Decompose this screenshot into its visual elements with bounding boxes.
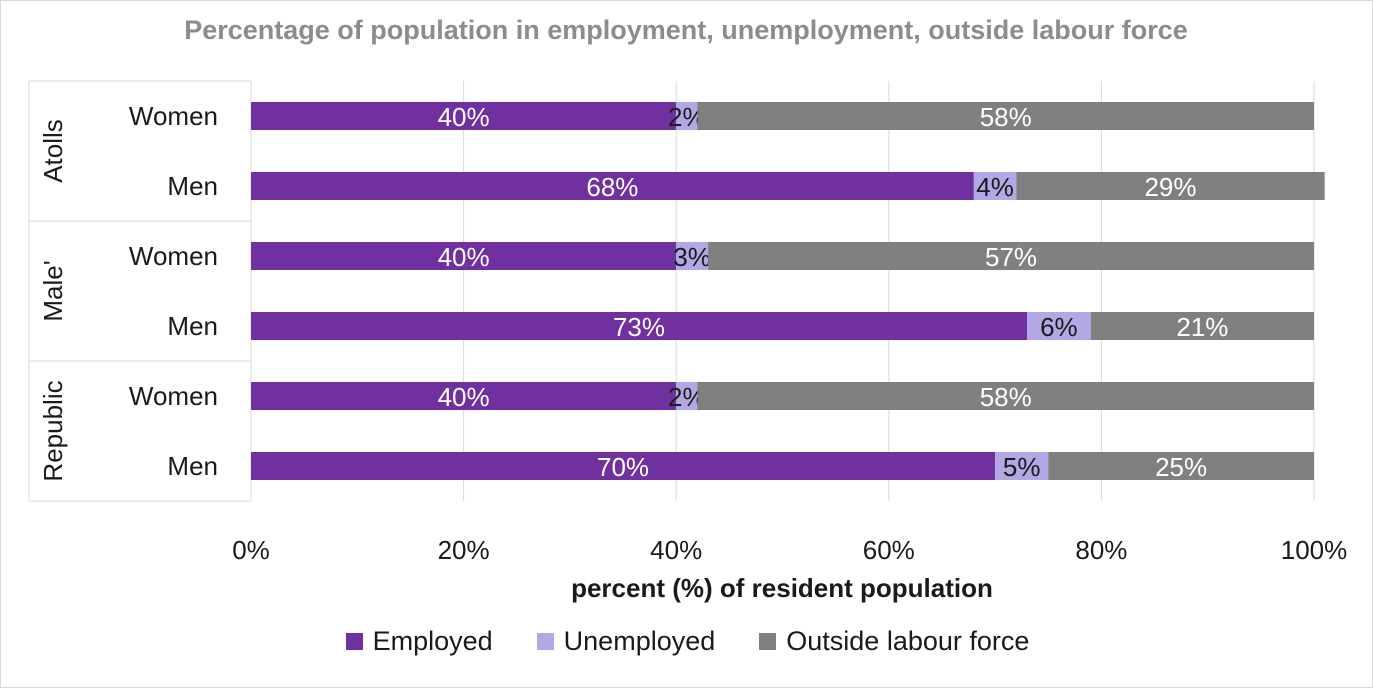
legend-swatch xyxy=(345,633,363,650)
data-label: 70% xyxy=(597,452,649,482)
data-label: 58% xyxy=(980,382,1032,412)
bar-segment xyxy=(973,172,1017,200)
data-label: 68% xyxy=(586,172,638,202)
chart-legend: Employed Unemployed Outside labour force xyxy=(1,626,1373,657)
x-axis-title: percent (%) of resident population xyxy=(571,573,993,603)
bar-segment xyxy=(697,102,1314,130)
category-label: Women xyxy=(129,241,218,271)
legend-label: Employed xyxy=(372,626,493,656)
x-tick-label: 60% xyxy=(863,535,915,565)
data-label: 57% xyxy=(985,242,1037,272)
x-tick-label: 40% xyxy=(650,535,702,565)
legend-label: Outside labour force xyxy=(786,626,1030,656)
bar-segment xyxy=(1090,312,1314,340)
data-label: 4% xyxy=(976,172,1014,202)
x-tick-label: 20% xyxy=(438,535,490,565)
bar-segment xyxy=(1016,172,1325,200)
legend-swatch xyxy=(759,633,777,650)
data-label: 40% xyxy=(438,102,490,132)
data-label: 40% xyxy=(438,242,490,272)
bar-segment xyxy=(676,382,698,410)
data-label: 25% xyxy=(1155,452,1207,482)
data-label: 73% xyxy=(613,312,665,342)
bar-segment xyxy=(1048,452,1314,480)
bar-segment xyxy=(676,242,709,270)
x-tick-label: 0% xyxy=(232,535,270,565)
bar-segment xyxy=(708,242,1314,270)
category-label: Men xyxy=(167,171,218,201)
bar-segment xyxy=(251,242,677,270)
category-label: Women xyxy=(129,101,218,131)
data-label: 5% xyxy=(1003,452,1041,482)
legend-item: Unemployed xyxy=(536,626,716,657)
bar-segment xyxy=(251,172,974,200)
group-label: Atolls xyxy=(38,119,68,183)
bar-segment xyxy=(995,452,1049,480)
group-label: Republic xyxy=(38,380,68,481)
bar-segment xyxy=(676,102,698,130)
category-label: Men xyxy=(167,311,218,341)
legend-item: Outside labour force xyxy=(759,626,1029,657)
bar-segment xyxy=(251,312,1027,340)
category-label: Women xyxy=(129,381,218,411)
data-label: 58% xyxy=(980,102,1032,132)
data-label: 6% xyxy=(1040,312,1078,342)
bar-segment xyxy=(251,452,996,480)
bar-segment xyxy=(251,382,677,410)
bar-segment xyxy=(697,382,1314,410)
legend-swatch xyxy=(536,633,554,650)
bar-segment xyxy=(1026,312,1091,340)
data-label: 29% xyxy=(1144,172,1196,202)
x-tick-label: 80% xyxy=(1075,535,1127,565)
group-label: Male' xyxy=(38,260,68,321)
x-tick-label: 100% xyxy=(1281,535,1348,565)
data-label: 40% xyxy=(438,382,490,412)
data-label: 3% xyxy=(673,242,711,272)
bar-segment xyxy=(251,102,677,130)
category-label: Men xyxy=(167,451,218,481)
chart-title: Percentage of population in employment, … xyxy=(184,15,1188,45)
legend-label: Unemployed xyxy=(563,626,716,656)
legend-item: Employed xyxy=(345,626,493,657)
data-label: 21% xyxy=(1176,312,1228,342)
